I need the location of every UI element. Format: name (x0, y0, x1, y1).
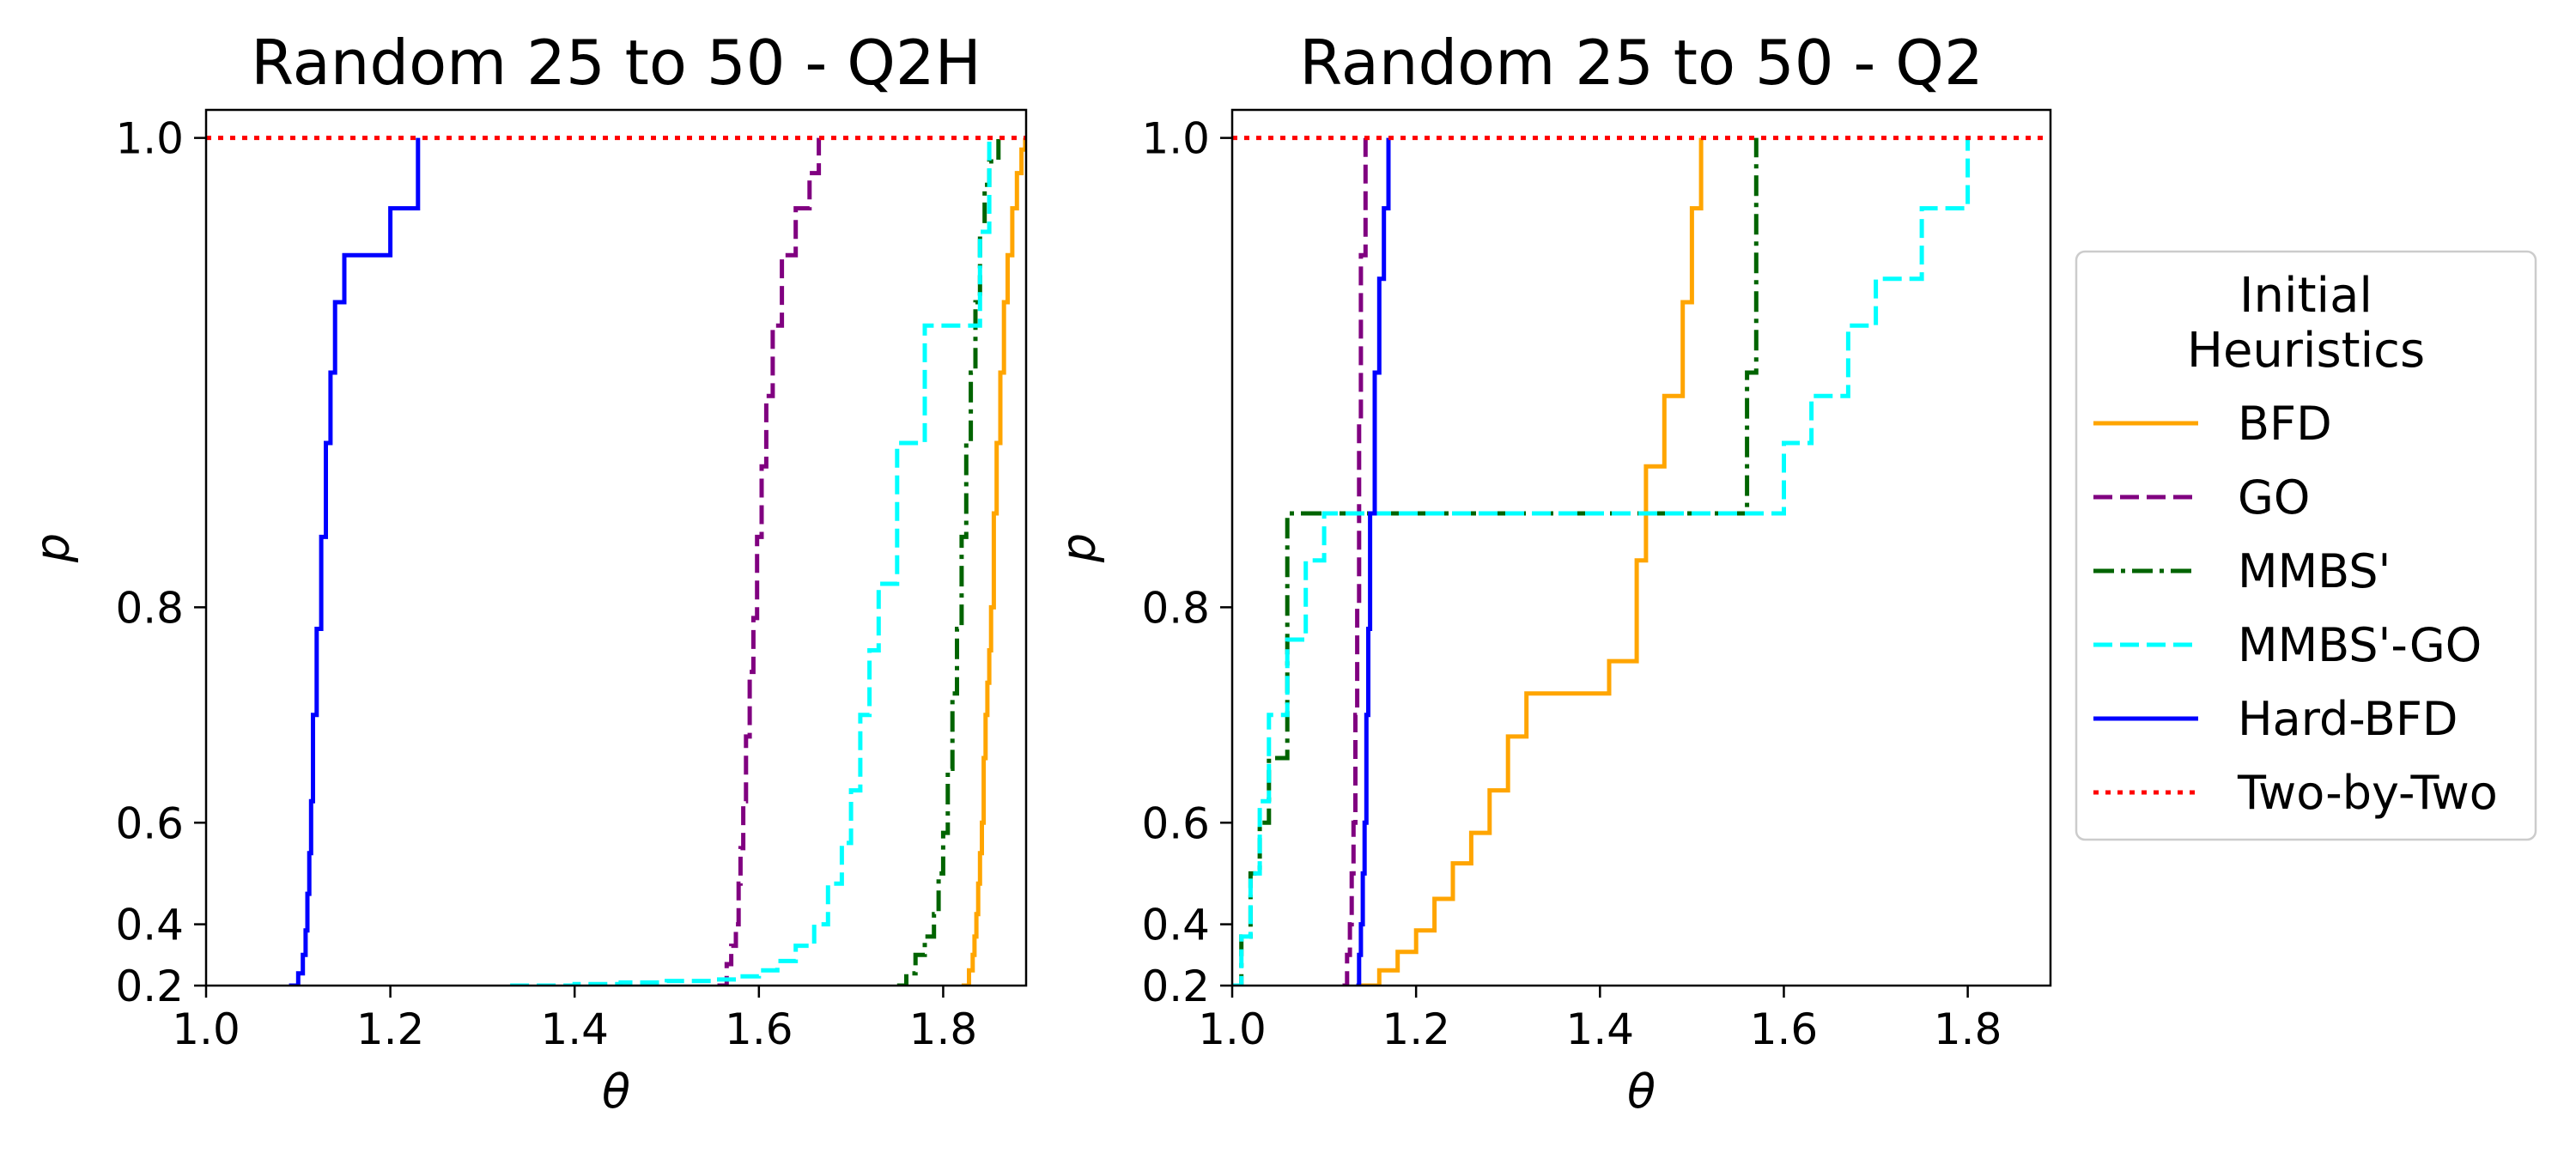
series-line-go (1342, 137, 1368, 986)
x-tick-label: 1.8 (909, 1004, 978, 1054)
y-tick-label: 0.2 (1141, 962, 1210, 1011)
series-group (1232, 136, 2050, 986)
y-tick-label: 0.4 (1141, 901, 1210, 950)
legend-label: MMBS' (2238, 544, 2391, 598)
legend-entry-mmbs: MMBS' (2093, 544, 2391, 598)
series-line-mmbs (1232, 137, 1759, 986)
x-tick-label: 1.6 (725, 1004, 793, 1054)
legend-label: GO (2238, 470, 2310, 525)
x-tick-label: 1.4 (1566, 1004, 1635, 1054)
y-axis-label: p (26, 533, 80, 563)
legend-entry-bfd: BFD (2093, 397, 2332, 451)
x-tick-label: 1.0 (1198, 1004, 1267, 1054)
x-axis-label: θ (602, 1065, 630, 1119)
legend-title-line2: Heuristics (2187, 323, 2425, 379)
x-tick-label: 1.4 (540, 1004, 609, 1054)
x-tick-label: 1.2 (1382, 1004, 1450, 1054)
y-tick-label: 0.8 (1141, 583, 1210, 633)
series-line-hard-bfd (1356, 137, 1391, 986)
legend-label: BFD (2238, 397, 2332, 451)
series-line-go (717, 137, 822, 986)
x-axis-label: θ (1627, 1065, 1656, 1119)
legend-entry-go: GO (2093, 470, 2310, 525)
series-line-mmbs-go (1232, 137, 1971, 986)
series-line-bfd (961, 137, 1026, 986)
legend-label: MMBS'-GO (2238, 618, 2482, 672)
y-tick-label: 0.6 (1141, 798, 1210, 848)
legend-label: Hard-BFD (2238, 692, 2458, 746)
y-axis-label: p (1052, 533, 1106, 563)
x-tick-label: 1.2 (356, 1004, 425, 1054)
legend-entry-two-by-two: Two-by-Two (2093, 766, 2498, 820)
x-tick-label: 1.6 (1750, 1004, 1819, 1054)
y-tick-label: 1.0 (115, 114, 184, 164)
chart-panel-left: 1.0 1.2 1.4 1.6 1.8 0.2 0.4 0.6 0.8 1.0 Random 25 … (26, 27, 1028, 1119)
legend-entry-hard-bfd: Hard-BFD (2093, 692, 2458, 746)
series-group (206, 136, 1026, 986)
series-line-bfd (1360, 137, 1704, 986)
legend-entry-mmbs-go: MMBS'-GO (2093, 618, 2482, 672)
y-tick-label: 0.8 (115, 583, 184, 633)
chart-title: Random 25 to 50 - Q2 (1299, 27, 1984, 99)
legend-title-line1: Initial (2239, 268, 2372, 324)
legend-label: Two-by-Two (2237, 766, 2498, 820)
x-tick-label: 1.8 (1934, 1004, 2002, 1054)
series-line-hard-bfd (289, 137, 421, 986)
y-tick-label: 0.6 (115, 798, 184, 848)
y-tick-label: 1.0 (1141, 114, 1210, 164)
chart-panel-right: 1.0 1.2 1.4 1.6 1.8 0.2 0.4 0.6 0.8 1.0 Random 25 … (1052, 27, 2052, 1119)
axes-frame (204, 108, 1028, 987)
series-line-mmbs (896, 137, 1001, 986)
chart-title: Random 25 to 50 - Q2H (251, 27, 981, 99)
x-tick-label: 1.0 (172, 1004, 240, 1054)
axes-frame (1230, 108, 2052, 987)
legend-frame (2075, 250, 2537, 841)
y-tick-label: 0.4 (115, 901, 184, 950)
series-line-mmbs-go (510, 137, 992, 986)
y-tick-label: 0.2 (115, 962, 184, 1011)
